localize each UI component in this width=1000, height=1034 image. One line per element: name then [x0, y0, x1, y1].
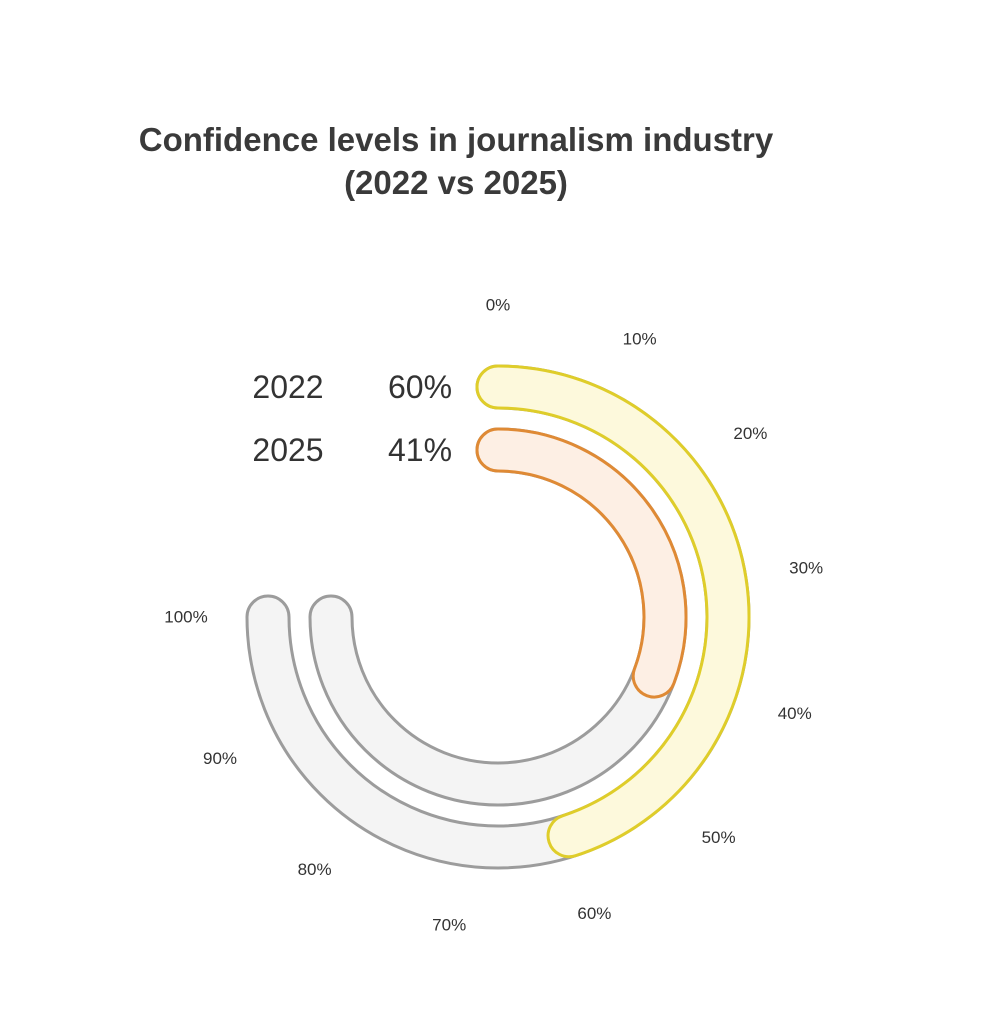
series-value-label-2025: 41% [388, 432, 452, 468]
tick-label: 40% [778, 704, 812, 723]
value-arc-2025 [475, 427, 688, 699]
tick-label: 20% [733, 424, 767, 443]
tick-label: 10% [623, 330, 657, 349]
tick-label: 30% [789, 559, 823, 578]
series-name-2022: 2022 [252, 369, 323, 405]
chart-title-block: Confidence levels in journalism industry… [0, 118, 912, 204]
series-value-label-2022: 60% [388, 369, 452, 405]
series-name-2025: 2025 [252, 432, 323, 468]
chart-title: Confidence levels in journalism industry [138, 121, 774, 158]
tick-label: 100% [164, 608, 207, 627]
tick-label: 80% [298, 860, 332, 879]
tick-label: 90% [203, 749, 237, 768]
tick-label: 60% [577, 904, 611, 923]
tick-label: 70% [432, 916, 466, 935]
chart-subtitle: (2022 vs 2025) [344, 164, 568, 201]
value-arc-2022 [475, 364, 751, 859]
tick-label: 0% [486, 296, 511, 315]
tick-label: 50% [702, 828, 736, 847]
